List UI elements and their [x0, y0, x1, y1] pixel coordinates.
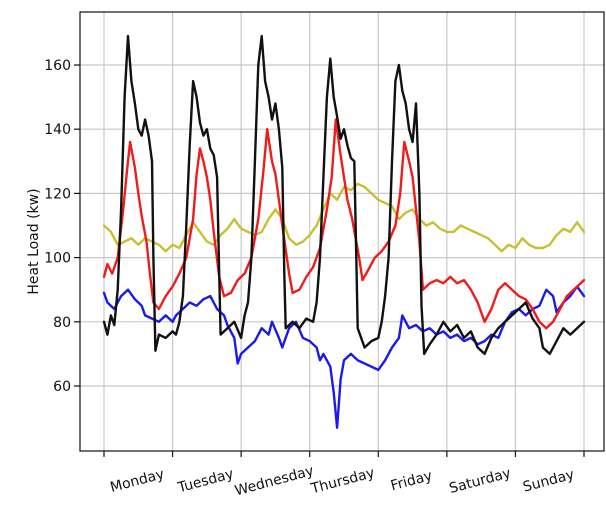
y-tick-label-0: 60 [53, 379, 71, 395]
series-lines [102, 34, 586, 429]
y-tick-label-4: 140 [44, 122, 71, 138]
y-tick-label-2: 100 [44, 251, 71, 267]
series-line-3 [102, 34, 586, 356]
grid-lines [80, 12, 604, 451]
series-line-1 [102, 285, 586, 429]
series-line-2 [102, 118, 586, 330]
y-tick-label-5: 160 [44, 58, 71, 74]
plot-frame [79, 11, 605, 452]
y-axis-ticks: 60 80 100 120 140 160 [44, 58, 80, 395]
series-line-0 [102, 182, 586, 253]
y-tick-label-3: 120 [44, 186, 71, 202]
y-tick-label-1: 80 [53, 315, 71, 331]
y-axis-title: Heat Load (kw) [26, 188, 42, 294]
